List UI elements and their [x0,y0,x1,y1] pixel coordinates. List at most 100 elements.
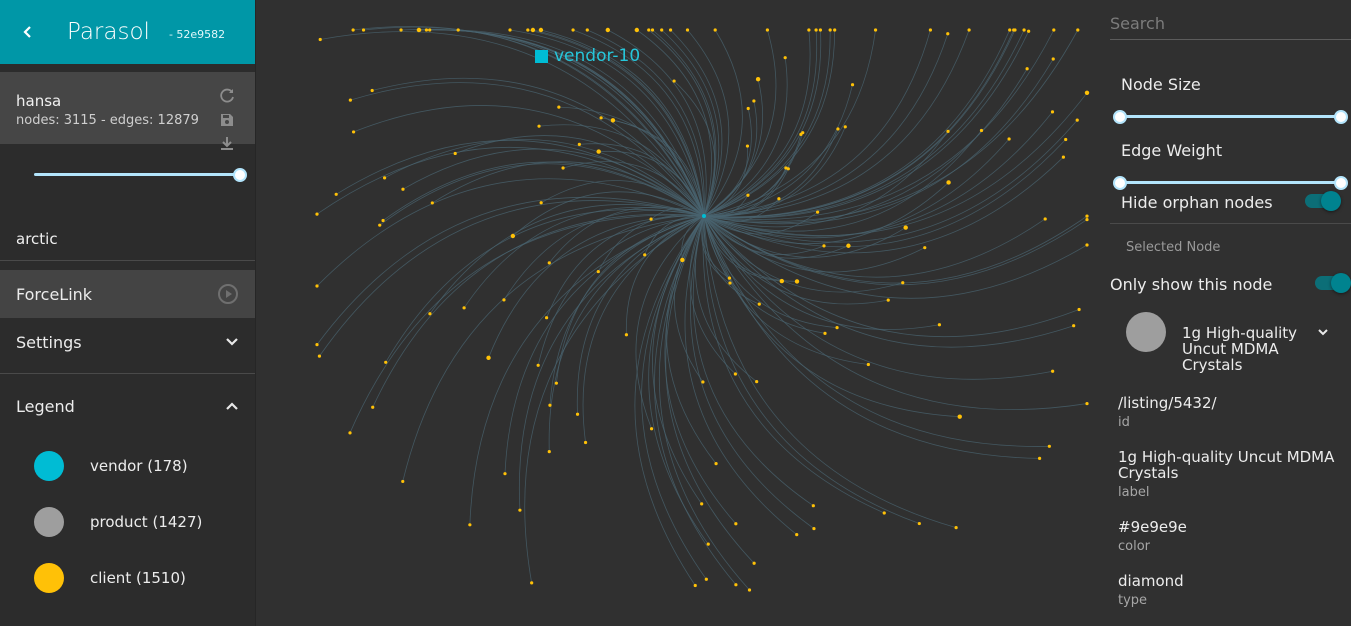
graph-node[interactable] [660,28,664,32]
graph-node[interactable] [1061,155,1066,159]
graph-node[interactable] [1007,137,1011,141]
graph-node[interactable] [577,142,581,146]
legend-item-product[interactable]: product (1427) [0,494,255,550]
graph-node[interactable] [668,28,673,32]
graph-node[interactable] [734,522,738,526]
graph-node[interactable] [571,28,575,32]
graph-node[interactable] [814,28,818,32]
graph-node[interactable] [836,127,840,131]
graph-node[interactable] [351,130,356,134]
graph-node[interactable] [548,403,552,407]
chevron-down-icon[interactable] [1317,327,1329,337]
graph-node[interactable] [1064,137,1068,142]
graph-node[interactable] [468,523,472,527]
graph-node[interactable] [1027,29,1031,33]
graph-node[interactable] [399,28,403,32]
graph-node[interactable] [795,533,799,537]
graph-node[interactable] [866,362,870,367]
graph-node[interactable] [649,427,654,431]
graph-node[interactable] [811,504,815,508]
graph-node[interactable] [693,583,697,588]
graph-node[interactable] [334,192,338,196]
graph-node[interactable] [822,244,826,248]
graph-node[interactable] [747,588,752,592]
graph-node[interactable] [672,79,676,83]
graph-node[interactable] [680,257,685,263]
graph-node[interactable] [946,129,950,133]
graph-node[interactable] [733,372,737,376]
graph-node[interactable] [1022,28,1026,32]
save-icon[interactable] [218,111,236,129]
graph-node[interactable] [428,312,432,316]
graph-hub-node[interactable] [702,214,706,218]
graph-node[interactable] [846,243,851,248]
graph-node[interactable] [430,201,434,205]
only-show-toggle[interactable] [1315,273,1351,293]
graph-node[interactable] [530,27,536,33]
graph-node[interactable] [453,151,457,156]
graph-node[interactable] [424,28,429,32]
query-text[interactable]: arctic [0,204,255,261]
graph-node[interactable] [917,521,921,526]
graph-node[interactable] [815,210,820,214]
graph-node[interactable] [1052,28,1056,32]
graph-node[interactable] [401,479,405,484]
graph-node[interactable] [575,412,580,416]
graph-node[interactable] [1085,401,1089,406]
graph-node[interactable] [946,32,950,36]
graph-node[interactable] [643,253,647,257]
graph-node[interactable] [649,217,653,221]
graph-node[interactable] [873,28,878,32]
graph-node[interactable] [706,542,710,546]
graph-node[interactable] [530,581,534,585]
graph-node[interactable] [779,278,785,284]
legend-item-vendor[interactable]: vendor (178) [0,438,255,494]
graph-node[interactable] [901,281,905,285]
graph-node[interactable] [650,28,655,32]
graph-node[interactable] [1077,307,1081,312]
graph-node[interactable] [382,176,387,180]
graph-node[interactable] [946,180,951,185]
graph-node[interactable] [794,279,800,284]
graph-node[interactable] [812,526,816,531]
graph-node[interactable] [1085,214,1089,218]
graph-node[interactable] [544,316,549,320]
graph-node[interactable] [886,298,890,302]
graph-node[interactable] [384,360,388,364]
graph-node[interactable] [727,276,732,280]
graph-node[interactable] [1050,110,1055,114]
graph-node[interactable] [554,381,558,385]
graph-node[interactable] [714,462,718,466]
graph-node[interactable] [752,99,756,103]
graph-node[interactable] [318,37,322,42]
graph-node[interactable] [547,450,551,454]
graph-node[interactable] [348,98,352,102]
graph-node[interactable] [757,302,761,306]
play-circle-icon[interactable] [217,283,239,305]
graph-node[interactable] [967,28,971,32]
graph-node[interactable] [882,511,886,515]
graph-node[interactable] [610,118,616,123]
graph-node[interactable] [700,502,704,506]
graph-node[interactable] [923,246,927,250]
graph-node[interactable] [539,201,543,205]
graph-node[interactable] [783,56,787,60]
graph-node[interactable] [486,355,491,361]
graph-node[interactable] [647,28,651,32]
graph-node[interactable] [510,233,516,239]
download-icon[interactable] [218,135,236,153]
graph-slider-thumb[interactable] [233,168,247,182]
graph-node[interactable] [1008,28,1012,32]
graph-node[interactable] [957,414,962,419]
graph-node[interactable] [1076,28,1080,32]
legend-section[interactable]: Legend [0,374,255,438]
back-button[interactable] [0,0,56,64]
graph-node[interactable] [728,281,732,285]
graph-network[interactable] [257,0,1110,626]
graph-node[interactable] [701,380,705,384]
graph-node[interactable] [317,354,322,358]
graph-node[interactable] [361,28,366,32]
graph-node[interactable] [746,193,750,197]
graph-node[interactable] [807,28,811,32]
graph-node[interactable] [583,440,588,445]
